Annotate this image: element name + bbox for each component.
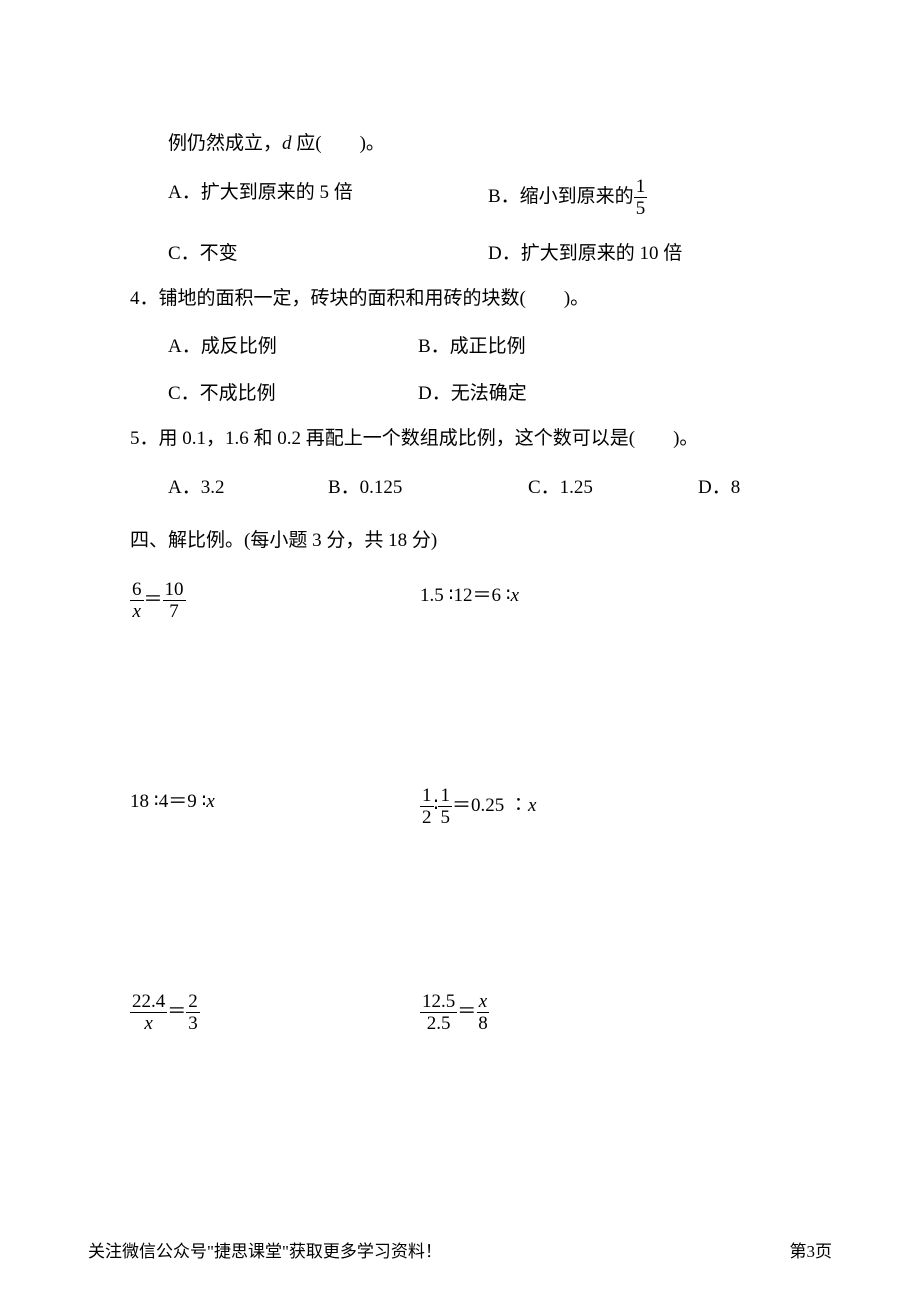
q5-options: A．3.2 B．0.125 C．1.25 D．8	[130, 472, 790, 499]
q3-option-d: D．扩大到原来的 10 倍	[488, 238, 682, 265]
q3-stem-cont: 例仍然成立，d 应( )。	[130, 130, 790, 159]
q5-option-c: C．1.25	[528, 472, 698, 499]
q4-option-d: D．无法确定	[418, 378, 527, 405]
equation-row-3: 22.4x＝23 12.52.5＝x8	[130, 992, 790, 1033]
footer-left-text: 关注微信公众号"捷思课堂"获取更多学习资料！	[88, 1237, 442, 1262]
q4-stem: 4．铺地的面积一定，砖块的面积和用砖的块数( )。	[130, 285, 790, 314]
equation-1: 6x＝107	[130, 580, 420, 621]
equation-6: 12.52.5＝x8	[420, 992, 490, 1033]
equation-5: 22.4x＝23	[130, 992, 420, 1033]
equation-4: 12∶15＝0.25 ∶x	[420, 786, 536, 827]
q3-option-c: C．不变	[168, 238, 488, 265]
footer-page-number: 第3页	[790, 1237, 833, 1262]
q5-stem: 5．用 0.1，1.6 和 0.2 再配上一个数组成比例，这个数可以是( )。	[130, 425, 790, 454]
equation-row-1: 6x＝107 1.5 ∶12＝6 ∶x	[130, 580, 790, 621]
q3-option-a: A．扩大到原来的 5 倍	[168, 177, 488, 218]
q4-option-b: B．成正比例	[418, 331, 526, 358]
page-content: 例仍然成立，d 应( )。 A．扩大到原来的 5 倍 B．缩小到原来的15 C．…	[0, 0, 920, 1033]
q3-option-b: B．缩小到原来的15	[488, 177, 647, 218]
equation-row-2: 18 ∶4＝9 ∶x 12∶15＝0.25 ∶x	[130, 786, 790, 827]
section4-title: 四、解比例。(每小题 3 分，共 18 分)	[130, 525, 790, 552]
page-footer: 关注微信公众号"捷思课堂"获取更多学习资料！ 第3页	[88, 1237, 832, 1262]
q5-option-d: D．8	[698, 472, 740, 499]
equation-2: 1.5 ∶12＝6 ∶x	[420, 580, 519, 621]
equation-3: 18 ∶4＝9 ∶x	[130, 786, 420, 827]
q4-options-ab: A．成反比例 B．成正比例	[130, 331, 790, 358]
q4-option-a: A．成反比例	[168, 331, 418, 358]
q3-options-cd: C．不变 D．扩大到原来的 10 倍	[130, 238, 790, 265]
q4-option-c: C．不成比例	[168, 378, 418, 405]
q4-options-cd: C．不成比例 D．无法确定	[130, 378, 790, 405]
q3-options-ab: A．扩大到原来的 5 倍 B．缩小到原来的15	[130, 177, 790, 218]
q5-option-a: A．3.2	[168, 472, 328, 499]
q5-option-b: B．0.125	[328, 472, 528, 499]
